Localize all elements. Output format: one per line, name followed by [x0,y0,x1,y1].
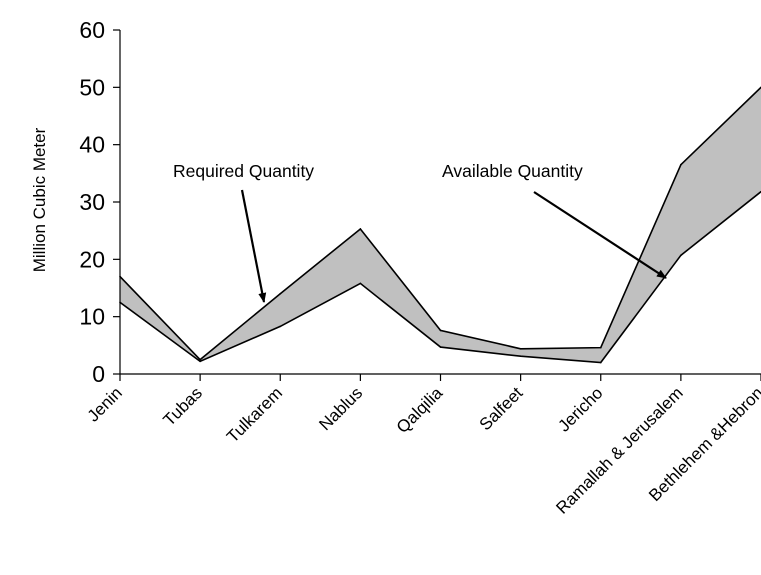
plot-area [119,30,761,375]
arrow-required [240,189,267,303]
x-tick-label-1: Tubas [160,383,206,429]
y-tick-label-40: 40 [79,132,105,158]
y-tick-label-0: 0 [92,361,105,387]
y-tick-label-60: 60 [79,17,105,43]
required-point-4 [439,329,442,332]
x-tick-label-5: Salfeet [476,383,527,434]
available-point-2 [279,325,282,328]
required-point-2 [279,292,282,295]
available-point-5 [519,355,522,358]
available-point-6 [599,361,602,364]
y-tick-label-20: 20 [79,246,105,272]
y-tick-label-30: 30 [79,189,105,215]
required-point-3 [359,228,362,230]
annotation-available: Available Quantity [442,161,583,181]
y-tick-label-50: 50 [79,74,105,100]
arrow-available [533,191,667,279]
x-tick-label-3: Nablus [315,383,366,434]
x-tick-label-2: Tulkarem [223,383,286,446]
annotations: Required Quantity Available Quantity [173,161,667,303]
required-point-5 [519,347,522,350]
y-axis-label: Million Cubic Meter [30,127,49,272]
available-point-4 [439,346,442,348]
x-tick-label-0: Jenin [84,383,126,425]
required-point-1 [199,358,201,361]
x-tick-label-4: Qalqilia [393,383,447,437]
x-tick-label-6: Jericho [554,383,606,435]
y-tick-label-10: 10 [79,304,105,330]
required-point-6 [599,346,602,349]
gap-area [120,87,761,363]
y-axis: 0 10 20 30 40 50 60 [79,17,120,387]
x-axis: Jenin Tubas Tulkarem Nablus Qalqilia Salfeet J… [84,374,761,518]
available-point-3 [359,282,362,285]
available-point-7 [680,254,682,257]
annotation-required: Required Quantity [173,161,314,181]
required-point-7 [680,163,682,166]
available-point-1 [199,360,201,363]
